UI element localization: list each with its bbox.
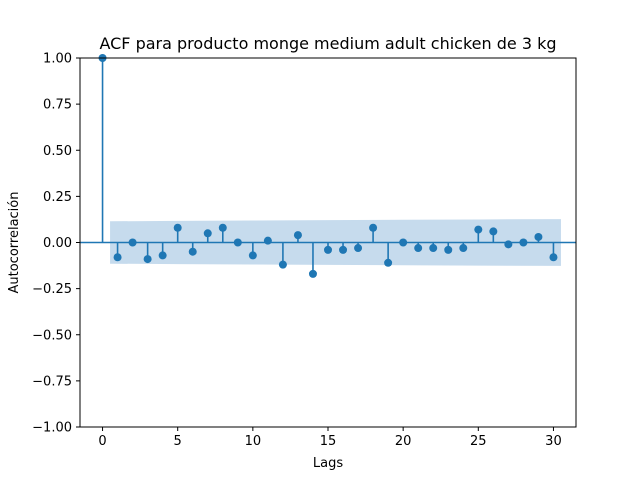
plot-frame	[79, 57, 577, 428]
x-axis-title: Lags	[313, 456, 343, 471]
data-point	[158, 251, 167, 260]
data-point	[384, 258, 393, 267]
data-point	[293, 231, 302, 240]
y-tick-label: 0.25	[43, 190, 72, 205]
chart-title: ACF para producto monge medium adult chi…	[99, 34, 556, 53]
x-tick-label: 20	[395, 434, 412, 449]
x-tick-label: 25	[470, 434, 487, 449]
y-tick-label: 0.75	[43, 98, 72, 113]
y-axis-title: Autocorrelación	[7, 192, 22, 294]
data-point	[504, 240, 513, 249]
data-point	[248, 251, 257, 260]
data-point	[188, 247, 197, 256]
tick-layer: 0 5 10 15 20 25 30 −1.00 −0.75 −0.50 −0.25 0.00 0.25…	[32, 52, 562, 450]
x-tick-label: 5	[174, 434, 182, 449]
x-tick-label: 10	[245, 434, 262, 449]
data-point	[369, 223, 378, 232]
data-point	[399, 238, 408, 247]
y-tick-label: 0.00	[43, 236, 72, 251]
data-point	[173, 223, 182, 232]
x-tick-label: 0	[98, 434, 106, 449]
data-point	[339, 245, 348, 254]
y-tick-label: 0.50	[43, 144, 72, 159]
data-point	[308, 269, 317, 278]
x-tick-label: 30	[545, 434, 562, 449]
data-point	[218, 223, 227, 232]
data-point	[414, 244, 423, 253]
data-point	[128, 238, 137, 247]
stem-layer	[80, 54, 576, 278]
data-point	[263, 236, 272, 245]
y-tick-label: −0.75	[32, 374, 72, 389]
data-point	[444, 245, 453, 254]
data-point	[519, 238, 528, 247]
data-point	[534, 232, 543, 241]
data-point	[489, 227, 498, 236]
y-tick-label: −0.50	[32, 328, 72, 343]
data-point	[459, 244, 468, 253]
data-point	[429, 244, 438, 253]
y-tick-label: 1.00	[43, 52, 72, 67]
data-point	[278, 260, 287, 269]
data-point	[324, 245, 332, 254]
data-point	[143, 255, 152, 264]
data-point	[549, 253, 558, 262]
data-point	[233, 238, 242, 247]
data-point	[474, 225, 483, 234]
data-point	[354, 244, 363, 253]
x-tick-label: 15	[320, 434, 337, 449]
data-point	[113, 253, 122, 262]
data-point	[203, 229, 212, 238]
y-tick-label: −1.00	[32, 421, 72, 436]
y-tick-label: −0.25	[32, 282, 72, 297]
